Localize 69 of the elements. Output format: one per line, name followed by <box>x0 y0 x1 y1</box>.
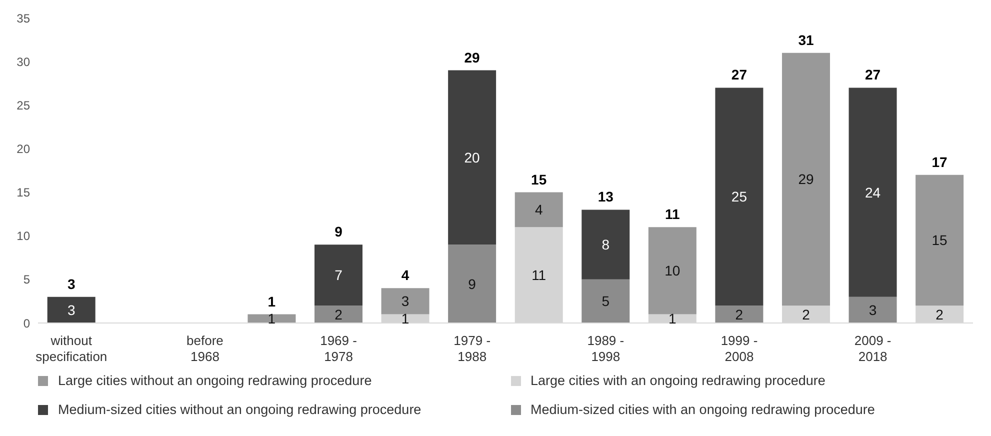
data-label: 1 <box>668 310 677 327</box>
data-label: 2 <box>936 306 944 322</box>
bar <box>314 306 362 323</box>
data-label: 9 <box>468 276 476 292</box>
legend-label: Medium-sized cities with an ongoing redrawing procedure <box>530 402 875 417</box>
bar <box>582 210 630 280</box>
data-label: 15 <box>932 232 948 248</box>
total-label: 13 <box>598 188 614 205</box>
data-label: 4 <box>534 202 543 218</box>
bar <box>582 279 630 323</box>
data-label: 11 <box>532 267 546 284</box>
bar <box>448 244 496 323</box>
bar <box>715 88 764 306</box>
x-tick-label: 1969 - 1978 <box>320 333 357 364</box>
total-label: 17 <box>932 154 948 170</box>
data-label: 10 <box>664 262 680 279</box>
total-label: 27 <box>864 66 881 83</box>
total-label: 1 <box>268 293 276 310</box>
total-label: 27 <box>731 66 748 83</box>
total-label: 4 <box>401 267 410 284</box>
total-label: 29 <box>464 49 480 66</box>
x-tick-label: 1979 - 1988 <box>454 333 491 364</box>
x-tick-label: before 1968 <box>186 333 224 364</box>
data-label: 1 <box>401 310 410 327</box>
total-label: 3 <box>67 276 76 292</box>
data-label: 2 <box>802 306 810 322</box>
x-tick-label: 1999 - 2008 <box>720 333 758 364</box>
bar <box>782 52 830 306</box>
data-label: 3 <box>401 293 410 310</box>
data-label: 1 <box>268 310 276 327</box>
data-label: 7 <box>334 267 343 284</box>
data-label: 25 <box>731 188 748 205</box>
data-label: 2 <box>735 306 744 322</box>
data-label: 29 <box>798 171 814 188</box>
y-tick-label: 30 <box>16 54 30 69</box>
total-label: 31 <box>798 32 814 48</box>
y-tick-label: 20 <box>16 142 30 156</box>
total-label: 11 <box>665 206 680 222</box>
data-label: 8 <box>602 236 610 253</box>
data-label: 20 <box>464 149 480 166</box>
y-tick-label: 15 <box>16 186 30 200</box>
y-tick-label: 5 <box>23 272 30 287</box>
bar <box>47 296 96 323</box>
bar <box>448 70 496 245</box>
legend-label: Large cities without an ongoing redrawing procedure <box>58 373 372 388</box>
bar <box>514 192 563 228</box>
total-label: 9 <box>334 224 343 240</box>
data-label: 3 <box>67 302 76 318</box>
x-tick-label: 1989 - 1998 <box>587 333 624 364</box>
y-tick-label: 35 <box>16 11 30 26</box>
legend-label: Medium-sized cities without an ongoing redrawing procedure <box>58 402 422 417</box>
total-label: 15 <box>531 171 547 188</box>
x-tick-label: without specification <box>36 333 108 364</box>
bar <box>848 88 897 297</box>
bar <box>848 296 897 323</box>
y-tick-label: 25 <box>16 98 30 112</box>
bar <box>314 244 362 306</box>
y-tick-label: 0 <box>23 316 30 330</box>
bar <box>715 306 764 323</box>
data-label: 2 <box>334 306 343 322</box>
bar <box>381 288 430 314</box>
data-label: 24 <box>864 184 881 200</box>
data-label: 3 <box>868 302 877 318</box>
x-tick-label: 2009 - 2018 <box>854 333 892 364</box>
y-tick-label: 10 <box>16 229 30 244</box>
legend-label: Large cities with an ongoing redrawing procedure <box>530 373 826 388</box>
bar <box>648 227 696 314</box>
data-label: 5 <box>602 293 610 310</box>
bar <box>916 174 964 306</box>
